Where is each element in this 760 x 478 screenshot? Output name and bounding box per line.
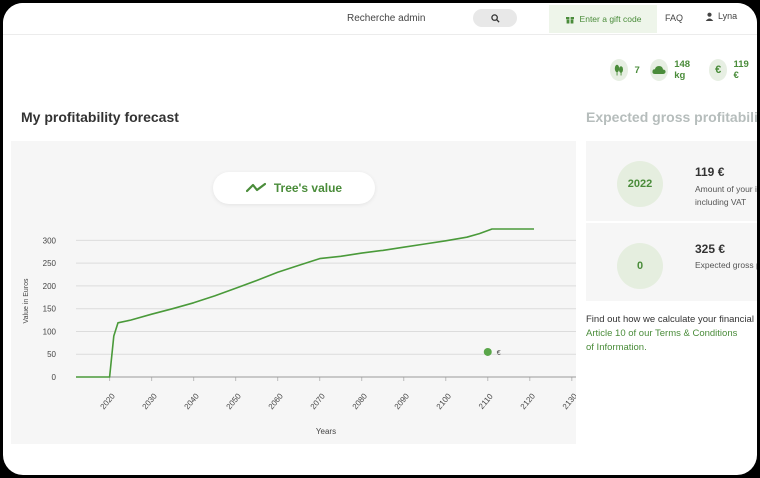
impact-stats: 7 148 kg € 119 € — [610, 59, 757, 81]
cloud-icon — [649, 59, 669, 81]
user-name: Lyna — [718, 11, 738, 21]
x-tick-label: 2030 — [141, 391, 160, 411]
co2-amount: 148 kg — [674, 59, 691, 81]
terms-article-link[interactable]: Article 10 of our Terms & Conditions — [586, 328, 738, 339]
calculation-info: Find out how we calculate your financial… — [586, 313, 757, 355]
faq-link[interactable]: FAQ — [665, 13, 684, 23]
search-input[interactable] — [331, 8, 473, 28]
user-icon — [705, 12, 714, 21]
x-tick-label: 2060 — [267, 391, 286, 411]
user-menu[interactable]: Lyna — [705, 11, 737, 21]
expected-profitability-title: Expected gross profitability — [586, 109, 757, 125]
app-screen: Enter a gift code FAQ Lyna 7 148 kg — [3, 3, 757, 475]
trend-icon — [245, 182, 266, 193]
x-tick-label: 2090 — [393, 391, 412, 411]
year-badge: 2022 — [617, 161, 663, 207]
profit-row: 0 325 € Expected gross profit — [586, 223, 757, 303]
y-tick-label: 200 — [43, 282, 57, 291]
legend-label: Tree's value — [273, 181, 343, 195]
search-button[interactable] — [473, 9, 517, 27]
profit-amount: 325 € — [695, 242, 726, 256]
investment-label-line1: Amount of your investment — [695, 184, 757, 194]
profit-badge: 0 — [617, 243, 663, 289]
investment-label-line2: including VAT — [695, 197, 747, 207]
chart-legend-button[interactable]: Tree's value — [213, 172, 375, 204]
x-tick-label: 2120 — [519, 391, 538, 411]
money-amount: 119 € — [733, 59, 749, 81]
x-tick-label: 2110 — [477, 391, 495, 410]
investment-amount: 119 € — [695, 165, 725, 179]
x-tick-label: 2130 — [561, 391, 576, 411]
x-tick-label: 2050 — [225, 391, 244, 411]
row-divider — [586, 221, 757, 223]
y-tick-label: 250 — [43, 259, 57, 268]
y-tick-label: 0 — [52, 373, 57, 382]
x-tick-label: 2040 — [183, 391, 202, 411]
x-tick-label: 2020 — [99, 391, 118, 411]
top-navigation-bar: Enter a gift code FAQ Lyna — [3, 3, 757, 35]
value-marker — [483, 347, 492, 356]
y-axis-label: Value in Euros — [23, 278, 30, 324]
y-tick-label: 150 — [43, 305, 57, 314]
forecast-line-chart: 0 50 100 150 200 250 300 2020 2030 2040 2050 2060 20… — [23, 228, 579, 436]
search-icon — [490, 13, 500, 23]
gift-code-label: Enter a gift code — [579, 14, 642, 24]
y-tick-label: 300 — [43, 236, 57, 245]
series-line — [76, 228, 534, 378]
gift-code-button[interactable]: Enter a gift code — [549, 5, 657, 33]
admin-search — [331, 8, 519, 28]
forecast-chart-panel: Tree's value 0 50 100 150 200 250 300 2020 2030 2… — [11, 141, 579, 444]
investment-label: Amount of your investment including VAT — [695, 183, 757, 209]
info-text: Find out how we calculate your financial — [586, 314, 754, 325]
y-tick-label: 50 — [47, 350, 56, 359]
marker-label: € — [497, 350, 501, 357]
forecast-title: My profitability forecast — [21, 109, 179, 125]
x-tick-label: 2080 — [351, 391, 370, 411]
trees-count: 7 — [634, 64, 640, 76]
y-tick-label: 100 — [43, 327, 57, 336]
x-tick-label: 2070 — [309, 391, 328, 411]
information-link[interactable]: of Information. — [586, 342, 647, 353]
x-axis-label: Years — [316, 427, 336, 436]
x-tick-label: 2100 — [435, 391, 454, 411]
investment-row: 2022 119 € Amount of your investment inc… — [586, 141, 757, 221]
gift-icon — [565, 17, 574, 24]
euro-icon: € — [709, 59, 728, 81]
expected-profit-card: 2022 119 € Amount of your investment inc… — [586, 141, 757, 301]
profit-label: Expected gross profit — [695, 260, 757, 270]
trees-icon — [610, 59, 629, 81]
